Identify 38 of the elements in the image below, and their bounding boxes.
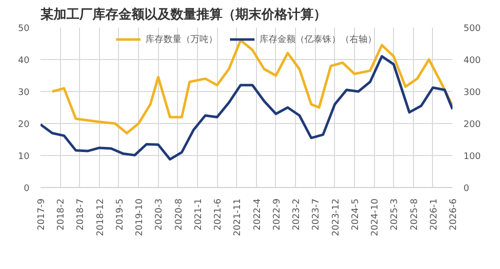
y-tick-label: 30 bbox=[18, 88, 30, 98]
x-tick-label: 2024-5 bbox=[350, 198, 361, 230]
y-tick-label: 0 bbox=[24, 184, 30, 194]
x-tick-label: 2023-7 bbox=[312, 198, 322, 230]
x-tick-label: 2018-2 bbox=[56, 198, 67, 230]
y-tick-label: 40 bbox=[18, 56, 30, 66]
x-tick-label: 2024-10 bbox=[370, 198, 381, 236]
x-tick-label: 2023-12 bbox=[331, 198, 342, 236]
x-tick-label: 2021-11 bbox=[233, 198, 244, 236]
x-tick-label: 2026-6 bbox=[449, 198, 459, 230]
y-tick-label: 10 bbox=[18, 152, 30, 162]
y2-tick-label: 0 bbox=[464, 184, 470, 194]
y2-tick-label: 500 bbox=[464, 24, 481, 34]
x-tick-label: 2020-8 bbox=[174, 198, 184, 230]
x-tick-label: 2018-7 bbox=[76, 198, 86, 230]
x-tick-label: 2018-12 bbox=[96, 198, 106, 236]
y2-tick-label: 300 bbox=[464, 88, 481, 98]
x-tick-label: 2021-6 bbox=[214, 198, 224, 230]
y2-tick-label: 100 bbox=[464, 152, 481, 162]
x-tick-label: 2017-9 bbox=[37, 198, 47, 230]
x-tick-label: 2019-5 bbox=[115, 198, 126, 230]
legend-label: 库存金额（亿泰铢）（右轴） bbox=[260, 34, 376, 46]
line-series bbox=[40, 55, 452, 161]
x-tick-label: 2022-9 bbox=[272, 198, 282, 230]
x-tick-label: 2023-2 bbox=[292, 198, 302, 230]
x-tick-label: 2025-8 bbox=[410, 198, 420, 230]
x-tick-label: 2019-10 bbox=[135, 198, 146, 236]
chart-title: 某加工厂库存金额以及数量推算（期末价格计算） bbox=[40, 6, 326, 22]
y-tick-label: 50 bbox=[18, 24, 30, 34]
x-tick-label: 2022-4 bbox=[252, 198, 263, 230]
y2-tick-label: 200 bbox=[464, 120, 481, 130]
x-tick-label: 2020-3 bbox=[154, 198, 165, 230]
y-tick-label: 20 bbox=[18, 120, 30, 130]
x-tick-label: 2021-1 bbox=[194, 198, 204, 230]
y2-tick-label: 400 bbox=[464, 56, 481, 66]
legend-label: 库存数量（万吨） bbox=[146, 34, 218, 46]
x-tick-label: 2026-1 bbox=[429, 198, 440, 230]
x-tick-label: 2025-3 bbox=[390, 198, 400, 230]
